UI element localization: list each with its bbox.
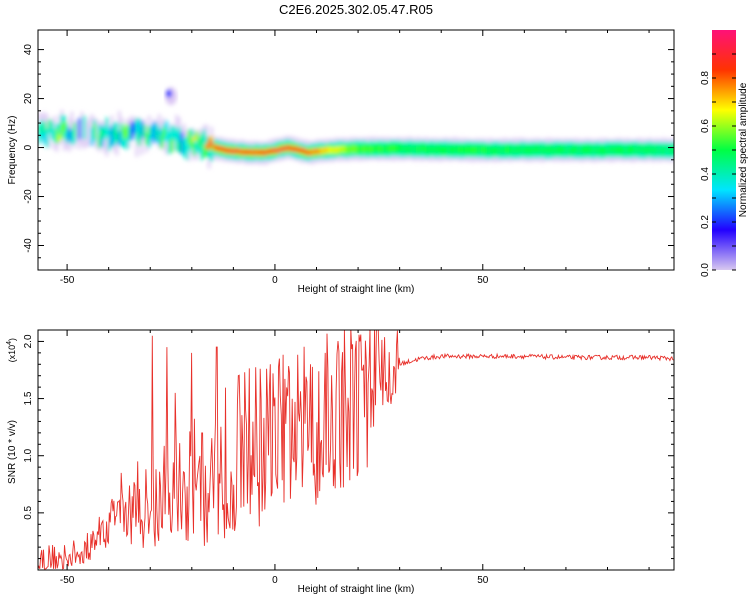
spectrogram-y-label: Frequency (Hz) [7,116,18,185]
y-tick-label: 0.5 [23,505,34,519]
spectrogram-ticks: -50 0 50 -40 -20 0 20 40 [23,30,674,286]
y-tick-label: 1.0 [23,448,34,462]
snr-multiplier: (x104) [6,338,17,362]
snr-series-line [38,330,674,570]
y-tick-label: -40 [23,238,34,253]
multiplier-exponent: 4 [6,341,13,345]
snr-y-label: SNR (10 * v/v) [7,420,18,484]
colorbar: 0.0 0.2 0.4 0.6 0.8 Normalized spectral ampl… [700,30,749,277]
colorbar-label: Normalized spectral amplitude [738,82,749,217]
spectrogram-panel: -50 0 50 -40 -20 0 20 40 Height of straight lin… [7,29,675,295]
colorbar-tick-label: 0.2 [700,215,711,229]
y-tick-label: 20 [23,93,34,105]
x-tick-label: 0 [272,575,278,586]
y-tick-label: -20 [23,189,34,204]
chart-title: C2E6.2025.302.05.47.R05 [279,2,433,17]
x-tick-label: -50 [60,575,75,586]
x-tick-label: 50 [477,575,489,586]
x-tick-label: 50 [477,275,489,286]
multiplier-close: ) [7,338,17,341]
y-tick-label: 2.0 [23,334,34,348]
colorbar-ticks: 0.0 0.2 0.4 0.6 0.8 [700,53,736,277]
snr-x-label: Height of straight line (km) [298,584,415,595]
colorbar-tick-label: 0.4 [700,167,711,181]
colorbar-tick-label: 0.6 [700,119,711,133]
spectral-heatmap [38,87,674,169]
x-tick-label: -50 [60,275,75,286]
x-tick-label: 0 [272,275,278,286]
snr-ticks: -50 0 50 0.5 1.0 1.5 2.0 [23,330,674,586]
spectrogram-frame [37,29,675,271]
svg-text:(x104): (x104) [6,338,17,362]
snr-frame [37,329,675,571]
multiplier-base: (x10 [7,345,17,363]
colorbar-tick-label: 0.0 [700,263,711,277]
colorbar-tick-label: 0.8 [700,71,711,85]
y-tick-label: 40 [23,44,34,56]
spectrogram-x-label: Height of straight line (km) [298,284,415,295]
y-tick-label: 1.5 [23,391,34,405]
y-tick-label: 0 [23,144,34,150]
snr-panel: -50 0 50 0.5 1.0 1.5 2.0 Height of straight li… [6,329,675,595]
